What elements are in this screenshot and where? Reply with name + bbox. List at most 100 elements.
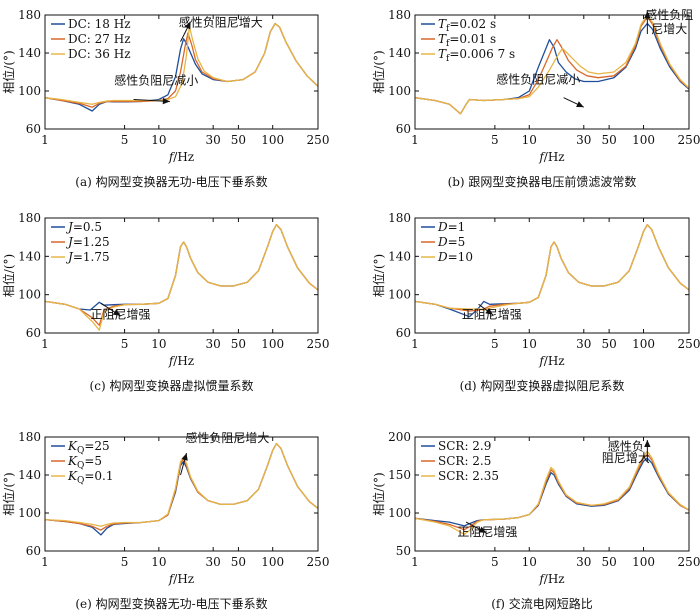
y-tick-label: 60 (396, 122, 411, 136)
x-tick-label: 10 (522, 133, 537, 147)
series-line-2 (45, 22, 318, 105)
x-tick-label: 30 (576, 555, 591, 569)
panel-caption: (d) 构网型变换器虚拟阻尼系数 (460, 378, 625, 393)
y-tick-label: 180 (388, 211, 411, 225)
x-tick-label: 30 (206, 555, 221, 569)
annotation-arrow-head (644, 11, 651, 19)
x-tick-label: 5 (121, 555, 129, 569)
chart-panel-0: 1 5 10 30 50 100 250 60 100 140 180 f/Hz 相位/(°) DC: 1… (1, 8, 329, 189)
annotation-text: 感性负阻 (645, 7, 693, 22)
legend-label: KQ=5 (67, 454, 102, 471)
series-line-2 (415, 224, 689, 311)
x-tick-label: 250 (678, 337, 700, 351)
x-axis-label: f/Hz (538, 572, 564, 586)
annotation-text: 感性负阻尼减小 (114, 72, 198, 87)
series-line-2 (45, 442, 318, 527)
x-tick-label: 10 (151, 133, 166, 147)
series-group (45, 442, 318, 536)
panel-caption: (a) 构网型变换器无功-电压下垂系数 (75, 174, 267, 189)
annotation-arrow-head (162, 97, 170, 105)
y-tick-label: 60 (396, 326, 411, 340)
annotation-arrow-head (181, 453, 188, 461)
series-group (415, 224, 689, 318)
chart-panel-5: 1 5 10 30 50 100 250 50 100 150 200 f/Hz 相位/(°) SCR: … (371, 430, 700, 611)
x-tick-label: 50 (601, 555, 616, 569)
annotation-text: 正阻尼增强 (90, 308, 150, 322)
y-axis-label: 相位/(°) (371, 50, 386, 93)
chart-panel-1: 1 5 10 30 50 100 250 60 100 140 180 f/Hz 相位/(°) Tf=0.… (371, 7, 700, 189)
legend-label: D=1 (437, 220, 465, 234)
x-tick-label: 5 (491, 337, 499, 351)
panel-caption: (c) 构网型变换器虚拟惯量系数 (90, 378, 254, 393)
x-tick-label: 10 (151, 555, 166, 569)
x-tick-label: 50 (601, 337, 616, 351)
y-tick-label: 150 (388, 468, 411, 482)
series-line-2 (415, 450, 689, 535)
annotation-text: 正阻尼增强 (457, 525, 517, 539)
x-tick-label: 30 (576, 133, 591, 147)
y-tick-label: 140 (18, 249, 41, 263)
y-axis-label: 相位/(°) (371, 472, 386, 515)
x-tick-label: 250 (307, 337, 330, 351)
x-tick-label: 5 (491, 555, 499, 569)
x-tick-label: 1 (411, 133, 419, 147)
y-axis-label: 相位/(°) (1, 50, 16, 93)
legend-label: KQ=0.1 (67, 469, 114, 486)
legend-label: SCR: 2.35 (438, 469, 499, 483)
x-axis-label: f/Hz (538, 150, 564, 164)
x-tick-label: 50 (601, 133, 616, 147)
legend-label: Tf=0.02 s (438, 17, 496, 34)
y-tick-label: 100 (18, 288, 41, 302)
x-tick-label: 50 (231, 337, 246, 351)
legend: J=0.5J=1.25J=1.75 (51, 220, 110, 264)
panel-caption: (b) 跟网型变换器电压前馈滤波常数 (448, 174, 637, 189)
y-tick-label: 200 (388, 430, 411, 444)
annotation-arrow-head (644, 440, 651, 448)
series-line-0 (415, 457, 689, 527)
y-tick-label: 50 (396, 544, 411, 558)
x-tick-label: 1 (41, 133, 49, 147)
x-tick-label: 50 (231, 555, 246, 569)
y-tick-label: 100 (388, 506, 411, 520)
legend-label: J=1.25 (65, 235, 110, 249)
x-axis-label: f/Hz (168, 572, 194, 586)
x-tick-label: 100 (632, 337, 655, 351)
y-tick-label: 60 (26, 122, 41, 136)
legend-label: DC: 18 Hz (68, 17, 131, 31)
legend-label: J=1.75 (65, 250, 110, 264)
series-line-2 (45, 224, 318, 331)
y-tick-label: 140 (18, 46, 41, 60)
plot-frame (44, 217, 319, 334)
chart-panel-2: 1 5 10 30 50 100 250 60 100 140 180 f/Hz 相位/(°) J=0.5… (1, 211, 329, 393)
annotation-text: 感性负阻尼减小 (496, 71, 580, 86)
x-tick-label: 5 (491, 133, 499, 147)
x-tick-label: 100 (261, 133, 284, 147)
legend-label: D=5 (437, 235, 465, 249)
x-axis-label: f/Hz (538, 354, 564, 368)
annotation-text: 感性负阻尼增大 (185, 430, 269, 445)
y-tick-label: 180 (388, 8, 411, 22)
y-tick-label: 100 (388, 288, 411, 302)
x-tick-label: 30 (206, 337, 221, 351)
legend-label: Tf=0.006 7 s (438, 47, 515, 64)
plot-frame (414, 436, 690, 552)
y-tick-label: 60 (26, 326, 41, 340)
x-tick-label: 1 (41, 555, 49, 569)
chart-panel-3: 1 5 10 30 50 100 25060100140180f/Hz相位/(°)D=1D=… (371, 211, 700, 393)
annotation-arrow-head (184, 21, 191, 30)
x-tick-label: 100 (261, 337, 284, 351)
legend-label: Tf=0.01 s (438, 32, 496, 49)
x-axis-label: f/Hz (168, 150, 194, 164)
x-tick-label: 30 (576, 337, 591, 351)
annotation-text: 阻尼增大 (602, 451, 650, 465)
annotation-text: 尼增大 (651, 22, 687, 36)
annotation-text: 感性负 (608, 439, 644, 454)
y-axis-label: 相位/(°) (1, 254, 16, 297)
y-tick-label: 140 (388, 249, 411, 263)
y-tick-label: 140 (388, 46, 411, 60)
legend-label: DC: 36 Hz (68, 47, 131, 61)
x-axis-label: f/Hz (168, 354, 194, 368)
